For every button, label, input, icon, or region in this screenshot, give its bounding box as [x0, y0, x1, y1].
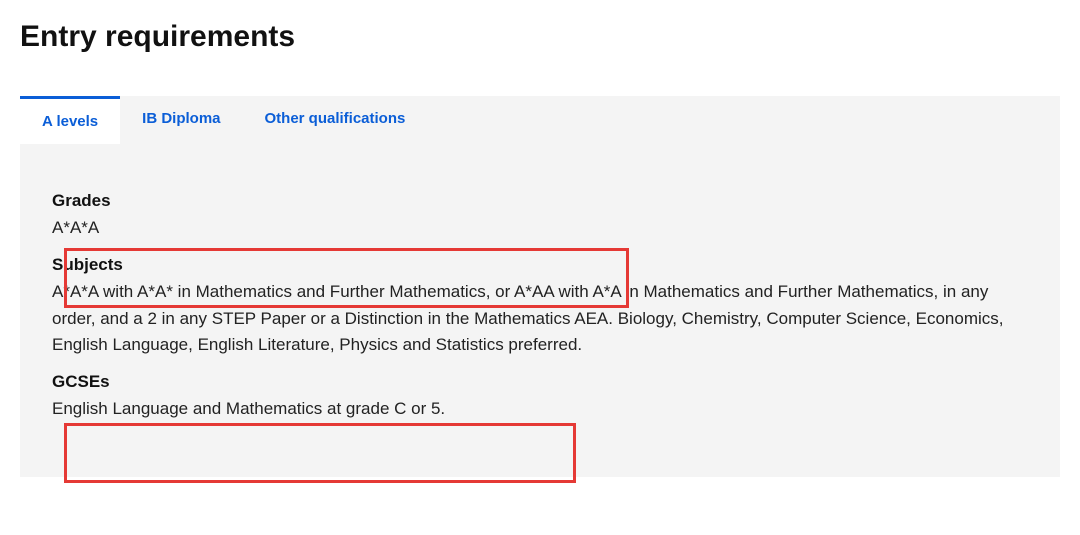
- tab-a-levels[interactable]: A levels: [20, 96, 120, 144]
- tab-other-qualifications[interactable]: Other qualifications: [243, 96, 428, 144]
- tab-row: A levels IB Diploma Other qualifications: [20, 96, 1060, 144]
- highlight-box-gcses: [64, 423, 576, 483]
- subjects-text: A*A*A with A*A* in Mathematics and Furth…: [52, 279, 1028, 358]
- grades-heading: Grades: [52, 191, 1028, 211]
- page-title: Entry requirements: [20, 20, 1060, 54]
- subjects-heading: Subjects: [52, 255, 1028, 275]
- grades-text: A*A*A: [52, 215, 1028, 241]
- gcses-text: English Language and Mathematics at grad…: [52, 396, 1028, 422]
- gcses-heading: GCSEs: [52, 372, 1028, 392]
- content-panel: Grades A*A*A Subjects A*A*A with A*A* in…: [20, 143, 1060, 477]
- tab-ib-diploma[interactable]: IB Diploma: [120, 96, 242, 144]
